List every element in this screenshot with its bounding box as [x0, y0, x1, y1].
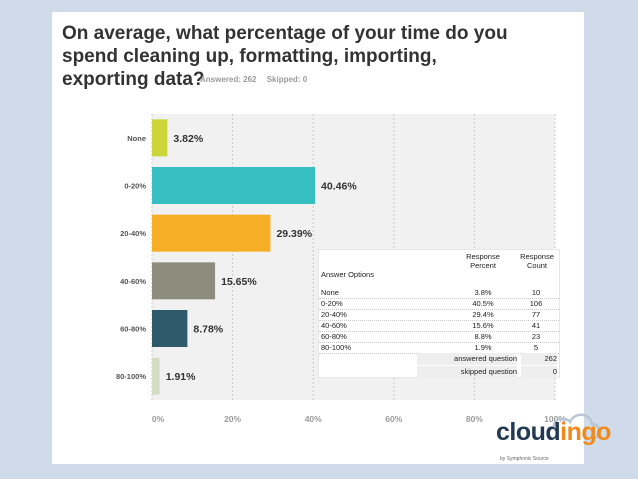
response-percent: 1.9% — [474, 343, 492, 352]
x-tick-label: 0% — [152, 414, 165, 424]
data-label: 3.82% — [173, 133, 203, 145]
answer-option: 0-20% — [321, 299, 343, 308]
bar-80-100% — [152, 357, 160, 395]
category-label: 0-20% — [124, 182, 146, 191]
answered-question-value: 262 — [521, 353, 557, 365]
x-tick-label: 100% — [544, 414, 566, 424]
bar-60-80% — [152, 310, 188, 347]
category-label: 40-60% — [120, 277, 146, 286]
category-label: None — [127, 134, 146, 143]
response-count: 23 — [531, 332, 541, 341]
answer-option: None — [321, 288, 339, 297]
cloud-icon — [546, 413, 601, 440]
table-header-percent-text: Response Percent — [466, 252, 500, 270]
response-count: 77 — [531, 310, 541, 319]
response-percent: 40.5% — [472, 299, 494, 308]
category-label: 80-100% — [116, 372, 146, 381]
response-percent: 8.8% — [474, 332, 492, 341]
x-tick-label: 80% — [466, 414, 483, 424]
answer-option: 40-60% — [321, 321, 347, 330]
answer-option: 80-100% — [321, 343, 352, 352]
skipped-row: skipped question 0 — [417, 366, 557, 378]
response-percent: 29.4% — [472, 310, 494, 319]
chart-title: On average, what percentage of your time… — [62, 23, 508, 90]
answered-count: Answered: 262 — [200, 75, 257, 84]
answer-option: 60-80% — [321, 332, 347, 341]
bar-40-60% — [152, 262, 216, 300]
bar-0-20% — [152, 167, 316, 204]
table-row: 60-80% 8.8% 23 — [319, 331, 559, 343]
response-summary: Answered: 262 Skipped: 0 — [200, 75, 315, 84]
table-header-options: Answer Options — [321, 270, 374, 279]
cloudingo-logo: cloudingo — [496, 418, 611, 446]
table-header-count-text: Response Count — [520, 252, 554, 270]
bar-20-40% — [152, 214, 271, 252]
answer-option: 20-40% — [321, 310, 347, 319]
table-row: 20-40% 29.4% 77 — [319, 309, 559, 321]
table-row: None 3.8% 10 — [319, 287, 559, 299]
data-label: 29.39% — [276, 228, 312, 240]
x-tick-label: 60% — [385, 414, 402, 424]
skipped-count: Skipped: 0 — [266, 75, 308, 84]
x-tick-label: 40% — [305, 414, 322, 424]
table-row: 0-20% 40.5% 106 — [319, 298, 559, 310]
logo-tagline: by Symphonic Source — [500, 456, 549, 462]
answered-row: answered question 262 — [417, 353, 557, 365]
answered-question-label: answered question — [417, 353, 517, 365]
data-label: 8.78% — [193, 324, 223, 336]
response-percent: 3.8% — [474, 288, 492, 297]
response-count: 41 — [531, 321, 541, 330]
response-percent: 15.6% — [472, 321, 494, 330]
skipped-question-value: 0 — [521, 366, 557, 378]
response-count: 5 — [533, 343, 539, 352]
data-label: 1.91% — [166, 371, 196, 383]
skipped-question-label: skipped question — [417, 366, 517, 378]
response-count: 106 — [529, 299, 543, 308]
response-table: Answer Options Response Percent Response… — [319, 250, 559, 378]
x-tick-label: 20% — [224, 414, 241, 424]
table-row: 40-60% 15.6% 41 — [319, 320, 559, 332]
data-label: 40.46% — [321, 181, 357, 193]
category-label: 20-40% — [120, 229, 146, 238]
bar-None — [152, 119, 168, 157]
category-label: 60-80% — [120, 325, 146, 334]
data-label: 15.65% — [221, 276, 257, 288]
response-count: 10 — [531, 288, 541, 297]
